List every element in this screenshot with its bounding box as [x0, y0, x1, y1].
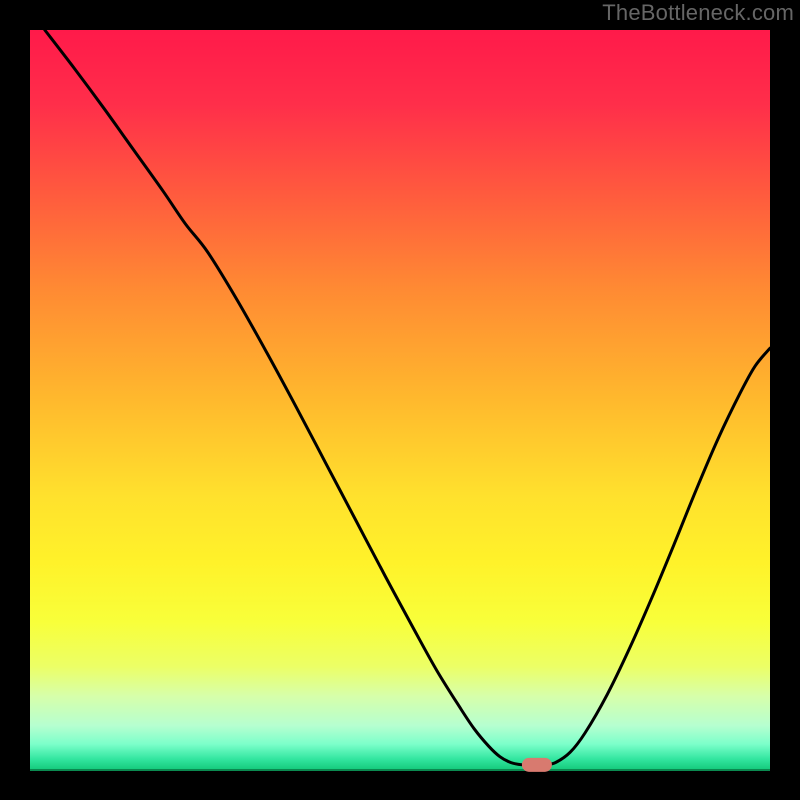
optimum-marker: [522, 758, 552, 772]
watermark-text: TheBottleneck.com: [602, 0, 794, 26]
stage: TheBottleneck.com: [0, 0, 800, 800]
bottleneck-chart: [0, 0, 800, 800]
gradient-panel: [30, 30, 770, 770]
